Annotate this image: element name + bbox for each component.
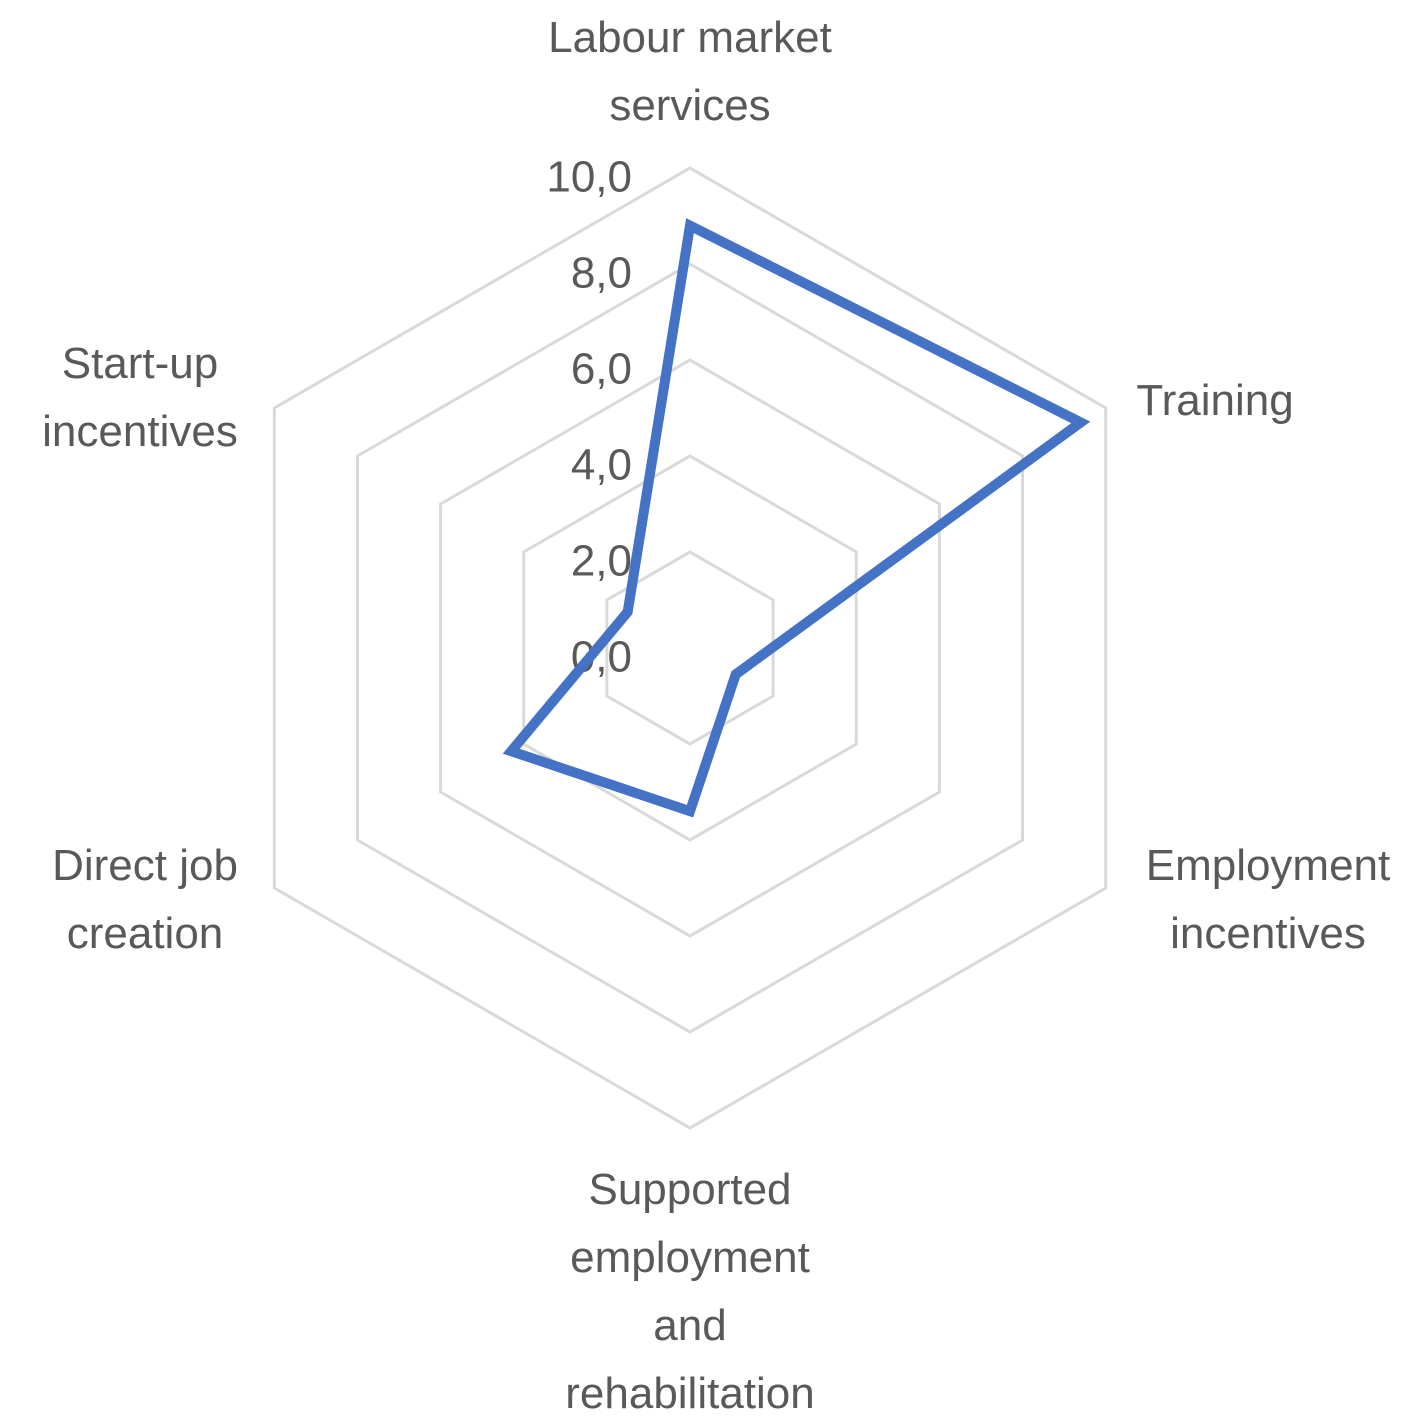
grid-ring [355, 262, 1025, 1034]
grid-ring [605, 550, 775, 746]
r-tick-label: 8,0 [571, 249, 632, 298]
category-label: Training [1136, 376, 1293, 425]
category-label: Employment incentives [1146, 841, 1391, 958]
category-label: Supported employment and rehabilitation [565, 1165, 815, 1418]
r-tick-label: 4,0 [571, 441, 632, 490]
grid-ring [439, 358, 941, 938]
r-tick-label: 10,0 [546, 153, 632, 202]
category-label: Labour market services [548, 13, 832, 130]
grid-ring [272, 166, 1108, 1130]
series-line [502, 218, 1091, 818]
r-tick-label: 6,0 [571, 345, 632, 394]
grid-ring [522, 454, 858, 842]
category-label: Start-up incentives [42, 339, 238, 456]
r-tick-label: 2,0 [571, 537, 632, 586]
category-label: Direct job creation [52, 841, 238, 958]
